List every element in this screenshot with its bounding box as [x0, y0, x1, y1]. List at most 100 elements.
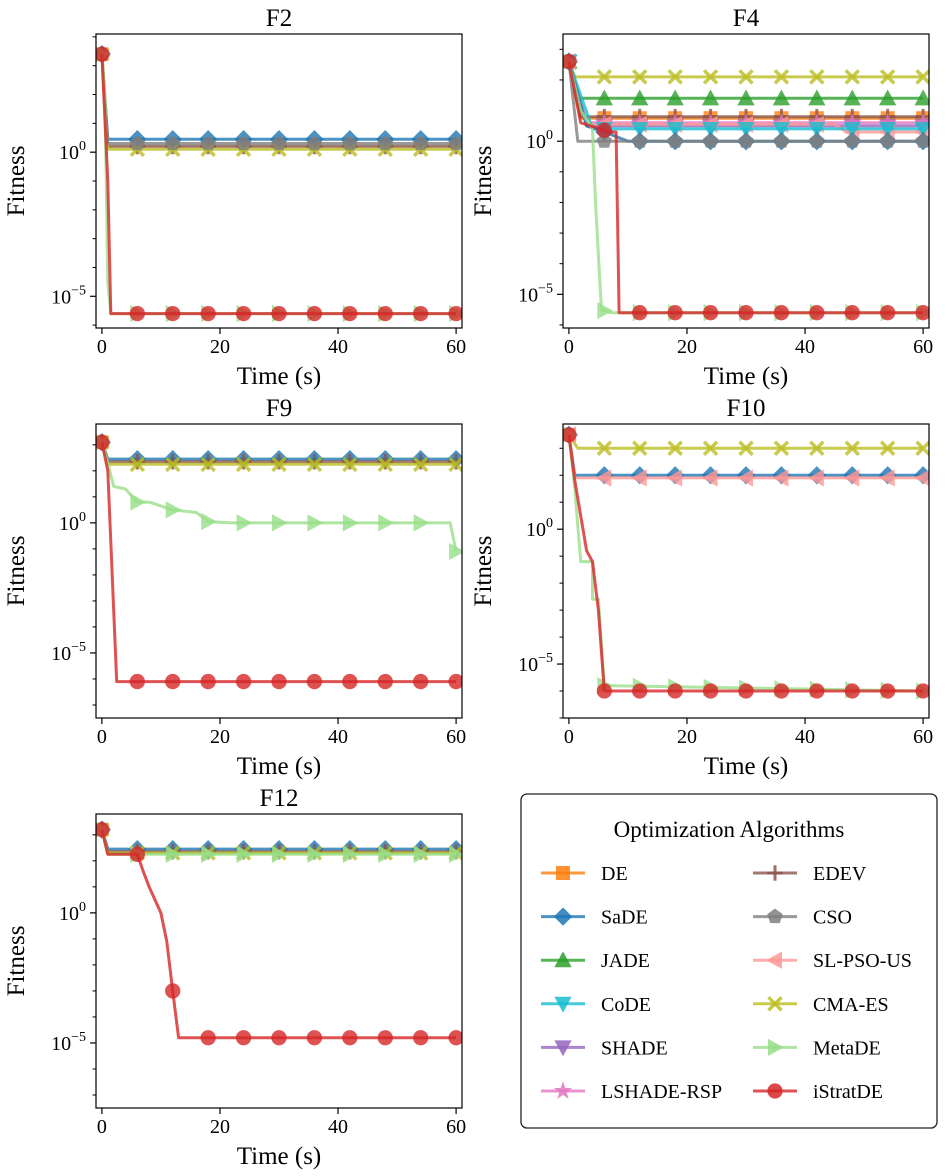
marker-istratde: [165, 305, 181, 322]
x-tick-label: 0: [564, 726, 574, 748]
markers-cso: [96, 46, 462, 151]
marker-sl-pso-us: [737, 469, 753, 487]
line-istratde: [567, 434, 924, 693]
line-metade: [100, 54, 457, 316]
legend-label: DE: [601, 863, 628, 885]
marker-cma-es: [844, 69, 860, 85]
marker-cma-es: [448, 456, 462, 473]
marker-cma-es: [342, 456, 358, 473]
marker-cso: [632, 133, 648, 148]
marker-jade: [808, 89, 826, 106]
marker-cso: [448, 135, 462, 151]
markers-metade: [96, 46, 462, 323]
marker-istratde: [702, 683, 719, 699]
chart-title: F12: [260, 785, 299, 812]
legend-entry-lshade-rsp: LSHADE-RSP: [541, 1081, 722, 1103]
legend-marker-sl-pso-us: [766, 951, 782, 969]
y-tick-label: 100: [59, 900, 86, 925]
marker-sl-pso-us: [807, 469, 824, 487]
line-metade: [567, 61, 924, 315]
marker-istratde: [738, 305, 754, 321]
marker-istratde: [96, 46, 110, 62]
marker-cma-es: [271, 456, 287, 473]
legend-entry-code: CoDE: [541, 994, 651, 1016]
marker-istratde: [915, 305, 929, 321]
marker-cso: [413, 135, 429, 151]
marker-cma-es: [915, 69, 929, 85]
marker-cso: [915, 133, 929, 148]
legend-label: CoDE: [601, 994, 651, 1016]
legend-marker-jade: [554, 951, 572, 968]
marker-sl-pso-us: [630, 469, 647, 487]
marker-cso: [271, 135, 287, 151]
marker-jade: [737, 89, 755, 106]
marker-code: [843, 121, 861, 138]
marker-cma-es: [200, 456, 216, 473]
marker-cma-es: [773, 440, 790, 457]
subplot-f12: F12 0 20 40 60 Time (s) 100 10−5 Fitness: [3, 785, 466, 1170]
marker-metade: [165, 845, 182, 863]
subplot-f2: F2 0 20 40 60 Time (s) 100 10−5 Fitness: [3, 5, 466, 390]
marker-cso: [235, 135, 252, 151]
marker-cma-es: [702, 69, 719, 85]
series-group: [96, 820, 462, 1046]
plot-frame: [562, 423, 930, 719]
marker-istratde: [632, 683, 648, 699]
marker-istratde: [306, 1030, 323, 1046]
marker-cma-es: [667, 440, 683, 457]
marker-istratde: [377, 305, 393, 322]
marker-sl-pso-us: [595, 469, 612, 487]
marker-cso: [844, 133, 860, 148]
marker-edev: [200, 453, 216, 470]
marker-code: [914, 121, 929, 138]
markers-istratde: [96, 434, 462, 690]
legend: Optimization Algorithms DE SaDE JADE CoDE SHA…: [520, 793, 938, 1129]
marker-edev: [412, 453, 429, 470]
marker-istratde: [96, 434, 110, 450]
marker-sl-pso-us: [666, 469, 683, 487]
legend-label: JADE: [601, 950, 650, 972]
marker-edev: [235, 453, 252, 470]
x-tick-label: 60: [446, 336, 466, 358]
marker-istratde: [448, 305, 462, 322]
y-axis-label: Fitness: [3, 536, 30, 607]
marker-cso: [738, 133, 754, 148]
legend-marker-edev: [767, 865, 783, 881]
marker-istratde: [880, 305, 896, 321]
marker-cma-es: [844, 440, 860, 457]
marker-istratde: [563, 53, 577, 70]
markers-istratde: [563, 53, 929, 321]
x-axis-label: Time (s): [237, 753, 322, 780]
markers-cma-es: [563, 427, 929, 457]
legend-marker-shade: [554, 1040, 572, 1057]
marker-cma-es: [773, 69, 790, 85]
marker-code: [701, 121, 720, 138]
marker-cso: [306, 135, 323, 151]
marker-istratde: [165, 983, 181, 999]
y-axis-label: Fitness: [470, 146, 497, 217]
marker-edev: [448, 453, 462, 470]
marker-cma-es: [165, 456, 181, 473]
markers-istratde: [96, 46, 462, 322]
marker-cma-es: [377, 456, 393, 473]
x-tick-label: 40: [328, 1116, 348, 1138]
legend-entry-cma-es: CMA-ES: [753, 994, 889, 1016]
marker-metade: [378, 514, 395, 532]
marker-cso: [880, 133, 896, 148]
marker-istratde: [596, 683, 612, 699]
marker-cso: [702, 133, 719, 148]
legend-label: iStratDE: [813, 1081, 883, 1103]
marker-istratde: [271, 673, 287, 690]
marker-cso: [200, 135, 216, 151]
marker-metade: [342, 845, 359, 863]
marker-sl-pso-us: [772, 469, 789, 487]
marker-cma-es: [915, 440, 929, 457]
marker-cma-es: [738, 440, 754, 457]
marker-istratde: [200, 305, 216, 322]
legend-label: CSO: [813, 907, 852, 929]
marker-code: [879, 121, 897, 138]
marker-cma-es: [235, 456, 252, 473]
series-group: [563, 51, 929, 322]
line-istratde: [100, 441, 457, 684]
marker-cso: [342, 135, 358, 151]
